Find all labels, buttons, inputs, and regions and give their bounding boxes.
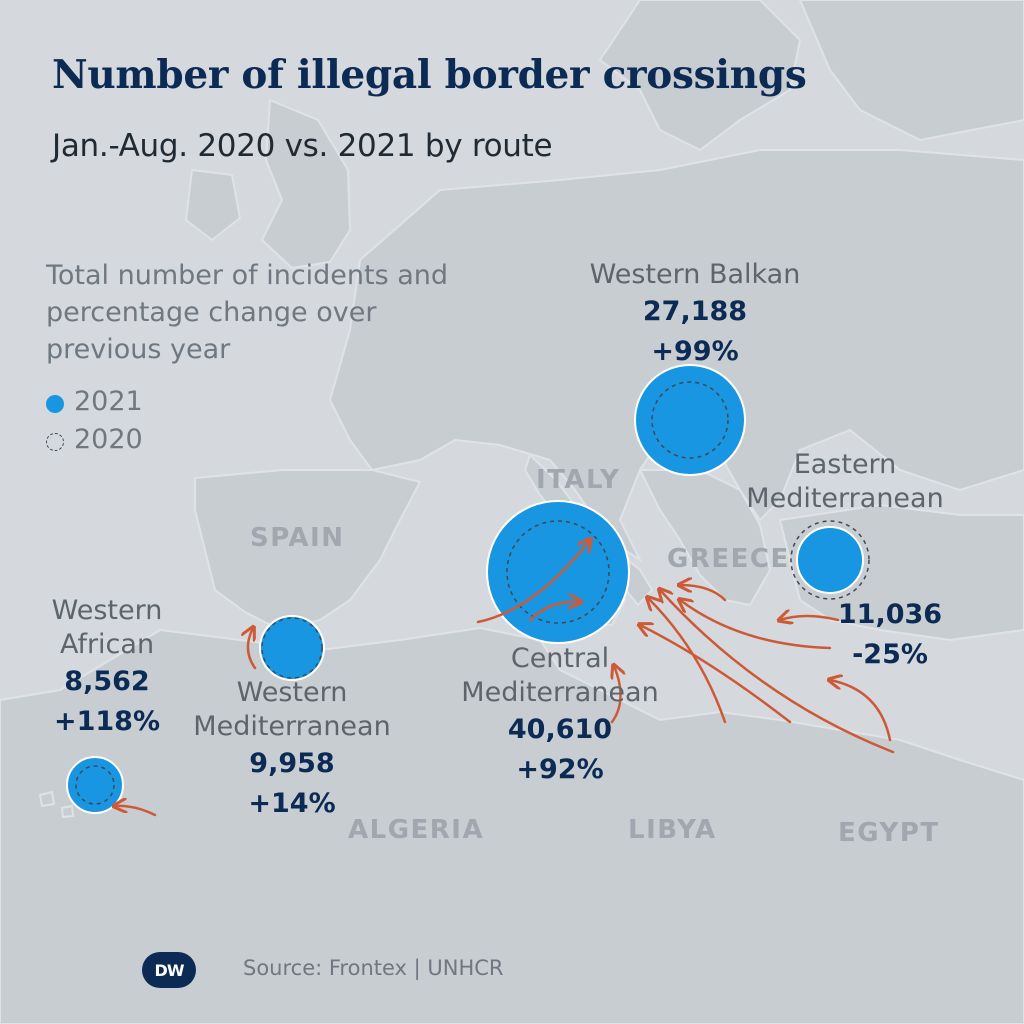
ireland-landmass — [184, 168, 242, 242]
route-count: 9,958 — [249, 748, 335, 779]
arrow-libya-2 — [640, 625, 792, 724]
scandinavia-landmass — [598, 0, 802, 152]
great-britain-landmass — [260, 98, 352, 270]
bubble-western-mediterranean — [259, 615, 325, 681]
legend-dot-2020 — [46, 433, 64, 451]
bubble-western-african — [66, 756, 124, 814]
arrow-greece-1 — [680, 585, 727, 602]
page-title: Number of illegal border crossings — [52, 52, 807, 98]
bubble-2021-western-mediterranean — [259, 615, 325, 681]
bubble-western-balkan — [634, 364, 746, 476]
bubble-2020-western-balkan — [651, 381, 729, 459]
arrow-western-mediterranean — [248, 628, 257, 670]
route-name-line1: Eastern — [793, 449, 897, 480]
country-label-algeria: ALGERIA — [348, 815, 485, 845]
route-name-line2: African — [59, 629, 155, 660]
arrow-egypt-2 — [830, 680, 892, 742]
route-arrows — [115, 540, 895, 817]
legend-dot-2021 — [46, 395, 64, 413]
bubble-eastern-mediterranean — [790, 520, 870, 600]
route-name-line1: Central — [510, 643, 610, 674]
bubble-2020-western-african — [75, 765, 115, 805]
country-label-greece: GREECE — [667, 544, 790, 574]
arrow-central-libya-small — [612, 666, 621, 724]
legend-item-2021: 2021 — [46, 386, 143, 417]
country-label-spain: SPAIN — [250, 523, 345, 553]
bubble-2020-central-mediterranean — [506, 520, 610, 624]
legend-label-2020: 2020 — [74, 424, 143, 455]
route-label-western-balkan: Western Balkan 27,188 +99% — [560, 258, 830, 372]
route-label-eastern-mediterranean: Eastern Mediterranean — [715, 448, 975, 516]
bubble-2021-western-african — [66, 756, 124, 814]
arrow-western-african — [115, 806, 157, 817]
arrow-central-tunisia-1 — [476, 540, 590, 624]
balkans-landmass — [638, 469, 772, 607]
route-change: +14% — [248, 788, 336, 819]
source-note: Source: Frontex | UNHCR — [243, 956, 504, 980]
route-label-western-african: Western African 8,562 +118% — [22, 594, 192, 742]
canary-islands — [38, 790, 75, 819]
route-name-line1: Western — [236, 677, 348, 708]
arrow-turkey-2 — [680, 600, 832, 650]
page-subtitle: Jan.-Aug. 2020 vs. 2021 by route — [52, 128, 553, 164]
route-name: Western Balkan — [589, 259, 801, 290]
route-label-central-mediterranean: Central Mediterranean 40,610 +92% — [425, 642, 695, 790]
route-count: 27,188 — [642, 296, 748, 327]
finland-landmass — [798, 0, 1024, 142]
route-label-western-mediterranean: Western Mediterranean 9,958 +14% — [162, 676, 422, 824]
route-name-line2: Mediterranean — [461, 677, 659, 708]
bubble-2021-western-balkan — [634, 364, 746, 476]
route-change: +99% — [651, 336, 739, 367]
iberia-landmass — [194, 469, 422, 632]
route-change: +118% — [53, 706, 161, 737]
route-values-eastern-mediterranean: 11,036 -25% — [820, 595, 960, 675]
route-name-line1: Western — [51, 595, 163, 626]
legend-description: Total number of incidents and percentage… — [46, 260, 449, 365]
route-change: -25% — [852, 639, 928, 670]
route-name-line2: Mediterranean — [746, 483, 944, 514]
route-count: 8,562 — [64, 666, 150, 697]
route-change: +92% — [516, 754, 604, 785]
route-count: 11,036 — [837, 599, 943, 630]
arrow-turkey-1 — [780, 616, 840, 620]
dw-logo: DW — [142, 952, 196, 988]
bubble-central-mediterranean — [486, 500, 630, 644]
country-label-italy: ITALY — [536, 465, 621, 495]
bubble-2020-eastern-mediterranean — [790, 520, 870, 600]
arrow-central-tunisia-2 — [528, 602, 580, 622]
country-label-egypt: EGYPT — [838, 818, 940, 848]
legend-item-2020: 2020 — [46, 424, 143, 455]
country-label-libya: LIBYA — [628, 815, 717, 845]
route-name-line2: Mediterranean — [193, 711, 391, 742]
arrow-egypt-1 — [660, 590, 895, 754]
bubble-2021-eastern-mediterranean — [796, 526, 864, 594]
bubble-2021-central-mediterranean — [486, 500, 630, 644]
bubble-2020-western-mediterranean — [261, 617, 323, 679]
legend-label-2021: 2021 — [74, 386, 143, 417]
route-count: 40,610 — [507, 714, 613, 745]
